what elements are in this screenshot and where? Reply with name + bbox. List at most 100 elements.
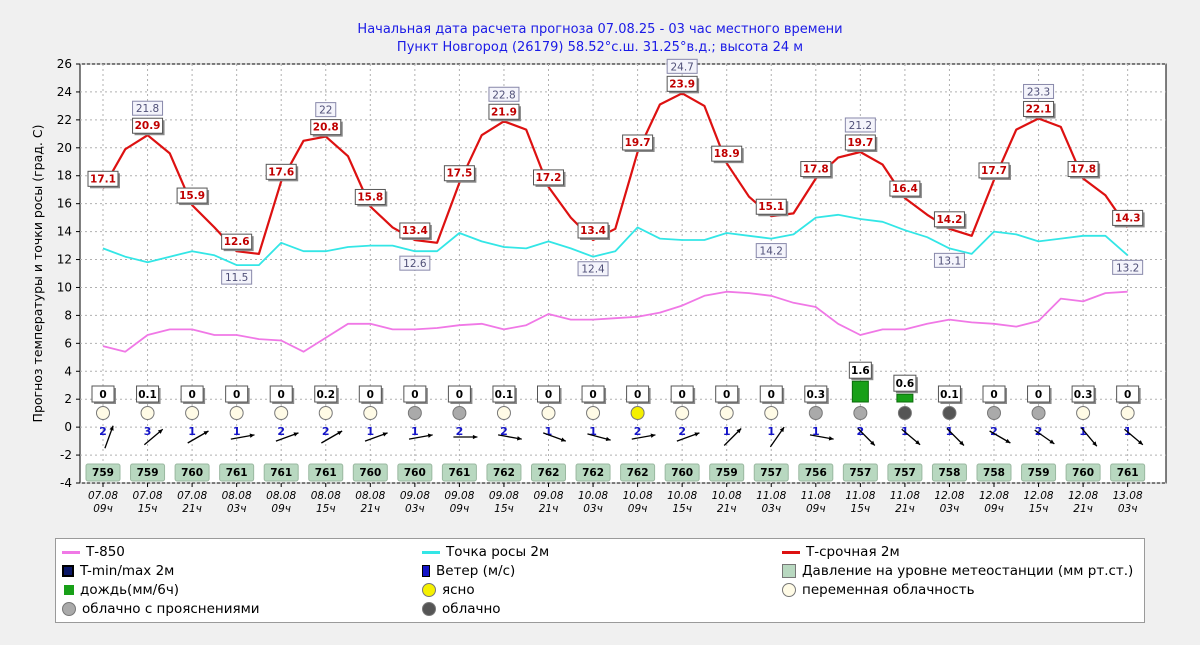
- y-tick-label: 14: [57, 225, 72, 239]
- x-tick-date: 13.08: [1113, 490, 1143, 502]
- temp-label-box: [354, 188, 386, 205]
- temp-label-box: [711, 145, 743, 162]
- legend-temp: Т-срочная 2м: [782, 543, 900, 561]
- pressure-value: 760: [1072, 467, 1094, 479]
- x-tick-date: 11.08: [756, 490, 786, 502]
- legend-pressure: Давление на уровне метеостанции (мм рт.с…: [782, 562, 1133, 580]
- cloud-icon: [185, 406, 200, 420]
- dew-series-line: [102, 213, 1129, 267]
- x-tick-hour: 15ч: [1029, 503, 1049, 515]
- pressure-box: [308, 463, 344, 482]
- tminmax-label-box: [666, 58, 698, 74]
- temp-label-box: [87, 170, 119, 187]
- temp-point-label: 22.8: [488, 86, 520, 102]
- precip-box: [982, 385, 1006, 403]
- temp-label-text: 15.1: [758, 201, 784, 213]
- wind-arrow-head: [959, 440, 964, 446]
- y-tick-label: 24: [57, 85, 72, 99]
- y-tick-label: 2: [64, 392, 72, 406]
- wind-speed: 1: [233, 425, 241, 438]
- precip-value: 0: [411, 389, 418, 401]
- legend-variable: переменная облачность: [782, 581, 975, 599]
- x-tick-date: 09.08: [400, 490, 430, 502]
- pressure-value: 760: [181, 467, 203, 479]
- wind-arrow-head: [779, 427, 785, 433]
- tminmax-label-text: 12.6: [403, 258, 427, 270]
- tminmax-label-text: 24.7: [670, 61, 693, 73]
- pressure-value: 761: [448, 467, 470, 479]
- legend-variable-icon: [782, 583, 796, 597]
- precip-box: [1071, 385, 1095, 403]
- precip-value: 1.6: [851, 365, 870, 377]
- pressure-box: [709, 463, 745, 482]
- legend-partly-icon: [62, 602, 76, 616]
- precip-box: [937, 385, 961, 403]
- pressure-box: [931, 463, 967, 482]
- temp-label-text: 17.8: [1070, 164, 1096, 176]
- temp-label-text: 13.4: [402, 225, 428, 237]
- precip-box: [670, 385, 694, 403]
- wind-speed: 1: [188, 425, 196, 438]
- temp-label-box: [800, 161, 832, 178]
- temp-point-label: 15.9: [176, 187, 210, 206]
- temp-label-text: 20.9: [135, 120, 161, 132]
- wind-arrow-head: [382, 432, 388, 437]
- chart-legend: Т-850 Точка росы 2м Т-срочная 2м T-min/m…: [55, 538, 1145, 623]
- temp-point-label: 17.5: [443, 165, 477, 183]
- cloud-icon: [987, 406, 1001, 420]
- wind-speed: 3: [144, 425, 152, 438]
- pressure-box: [397, 463, 433, 482]
- wind-arrow-head: [157, 429, 163, 434]
- temp-label-text: 16.4: [892, 183, 918, 195]
- x-tick-hour: 09ч: [450, 503, 470, 515]
- precip-value: 0: [723, 389, 730, 401]
- temp-point-label: 12.4: [577, 261, 609, 277]
- precip-box: [180, 385, 204, 403]
- wind-speed: 2: [277, 425, 285, 438]
- precip-value: 0.6: [896, 378, 915, 390]
- pressure-value: 761: [226, 467, 248, 479]
- tminmax-label-box: [399, 255, 431, 271]
- temp-label-box: [399, 222, 431, 239]
- wind-arrow-head: [427, 433, 433, 438]
- precip-value: 0.1: [495, 389, 514, 401]
- tminmax-label-text: 21.2: [849, 120, 872, 132]
- wind-speed: 1: [589, 425, 597, 438]
- temp-point-label: 22.1: [1023, 100, 1056, 119]
- y-tick-label: -4: [60, 476, 72, 490]
- legend-cloudy: облачно: [422, 600, 501, 618]
- wind-speed: 2: [678, 425, 686, 438]
- x-tick-hour: 15ч: [851, 503, 871, 515]
- y-tick-label: 26: [57, 57, 72, 71]
- temp-point-label: 14.2: [933, 211, 967, 229]
- temp-point-label: 13.1: [933, 252, 965, 268]
- station-info-title: Пункт Новгород (26179) 58.52°с.ш. 31.25°…: [396, 40, 804, 55]
- pressure-value: 762: [627, 467, 649, 479]
- temp-point-label: 21.2: [844, 117, 876, 133]
- legend-pressure-icon: [782, 564, 796, 578]
- pressure-value: 758: [983, 467, 1005, 479]
- temp-point-label: 23.9: [666, 75, 700, 94]
- cloud-icon: [586, 406, 601, 420]
- precip-box: [1027, 385, 1051, 403]
- precip-value: 0: [545, 389, 552, 401]
- cloud-icon: [675, 406, 690, 420]
- temp-point-label: 17.8: [800, 161, 833, 179]
- pressure-value: 760: [671, 467, 693, 479]
- temp-label-box: [533, 169, 564, 186]
- x-tick-hour: 21ч: [361, 503, 381, 515]
- wind-arrow-head: [472, 434, 478, 440]
- cloud-icon: [541, 406, 556, 420]
- tminmax-label-box: [221, 269, 253, 285]
- pressure-value: 759: [716, 467, 738, 479]
- precip-value: 0.2: [316, 389, 335, 401]
- pressure-box: [887, 463, 923, 482]
- precip-value: 0.3: [1074, 389, 1093, 401]
- wind-arrow-head: [293, 432, 299, 437]
- x-tick-date: 11.08: [801, 490, 831, 502]
- x-tick-date: 10.08: [712, 490, 742, 502]
- x-tick-hour: 03ч: [227, 503, 247, 515]
- wind-arrow-head: [605, 436, 611, 442]
- pressure-box: [842, 463, 878, 482]
- legend-wind: Ветер (м/с): [422, 562, 515, 580]
